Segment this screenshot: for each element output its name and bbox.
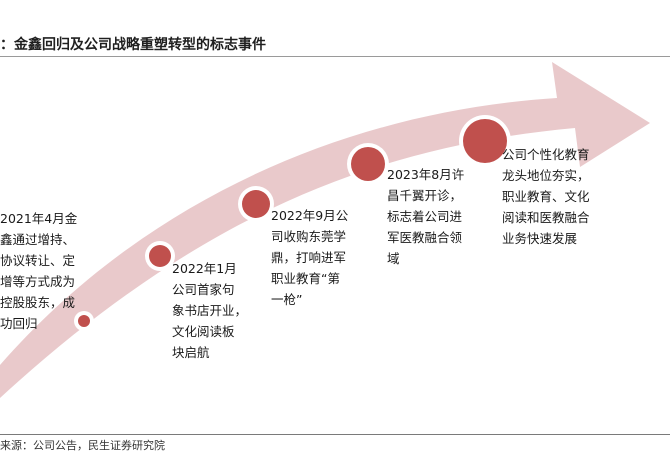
event-dot-2022-09	[242, 190, 270, 218]
event-text-2022-09: 2022年9月公 司收购东莞学 鼎，打响进军 职业教育“第 一枪”	[271, 208, 349, 307]
footer-divider	[0, 434, 670, 435]
event-text-2021-04: 2021年4月金 鑫通过增持、 协议转让、定 增等方式成为 控股股东，成 功回归	[0, 211, 78, 331]
event-dot-2023-08	[351, 147, 385, 181]
page-title: ：金鑫回归及公司战略重塑转型的标志事件	[0, 37, 266, 53]
source-note: 来源：公司公告，民生证券研究院	[0, 439, 165, 452]
event-dot-future	[463, 119, 507, 163]
title-divider	[0, 56, 670, 57]
timeline-arrow-shape	[0, 62, 650, 398]
event-dot-2021-04	[78, 315, 90, 327]
event-text-future: 公司个性化教育 龙头地位夯实， 职业教育、文化 阅读和医教融合 业务快速发展	[502, 147, 590, 246]
event-dot-2022-01	[149, 245, 171, 267]
event-text-2023-08: 2023年8月许 昌千翼开诊， 标志着公司进 军医教融合领 域	[387, 167, 465, 266]
event-text-2022-01: 2022年1月 公司首家句 象书店开业， 文化阅读板 块启航	[172, 261, 248, 360]
